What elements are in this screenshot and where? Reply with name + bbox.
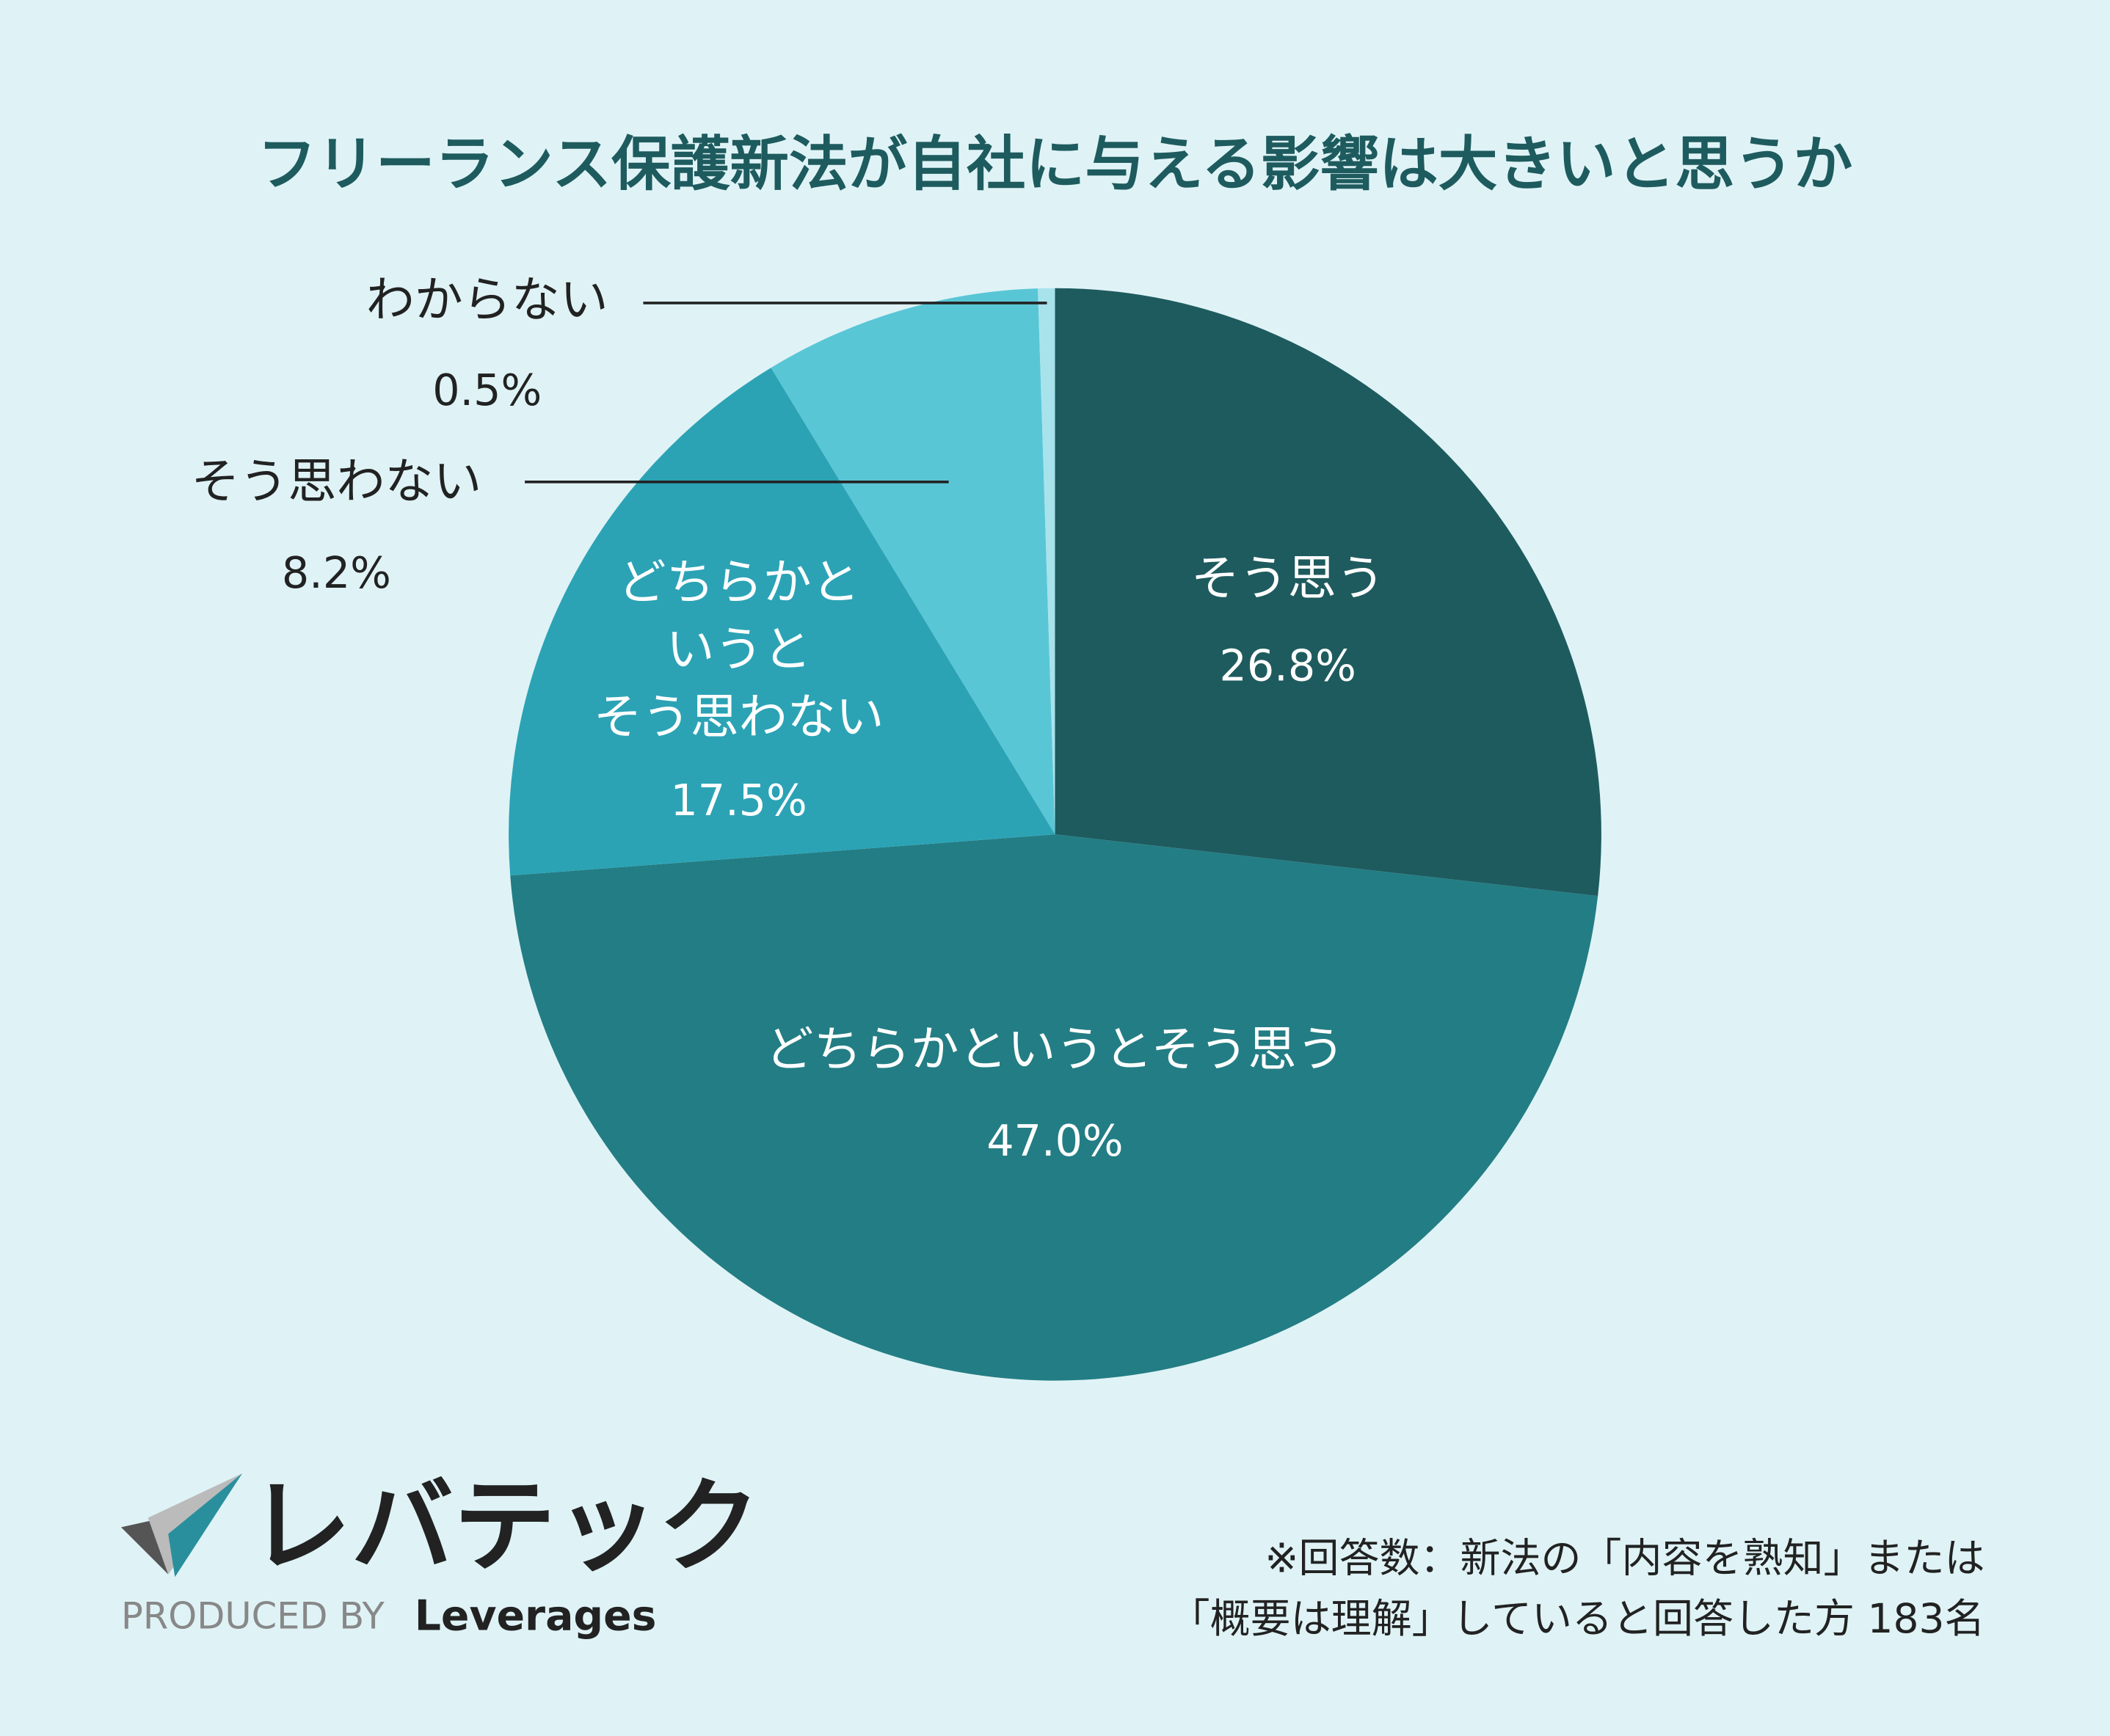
- value-label: 8.2%: [282, 548, 391, 598]
- value-label: 26.8%: [1220, 641, 1356, 691]
- pie: [509, 288, 1601, 1381]
- slice-label: わからない: [366, 271, 608, 328]
- slice-label: そう思わない: [191, 453, 481, 510]
- slice-label: どちらかというとそう思う: [765, 1021, 1345, 1077]
- logo-name: レバテック: [249, 1467, 760, 1586]
- pie-slice: [1055, 288, 1601, 897]
- value-label: 17.5%: [670, 776, 807, 825]
- pie-slice: [1038, 288, 1055, 835]
- pie-slice: [510, 834, 1598, 1381]
- logo-shape: [168, 1473, 243, 1578]
- pie-slice: [509, 368, 1055, 876]
- note: ※回答数：新法の「内容を熟知」または: [1265, 1534, 1985, 1581]
- pie-slice: [771, 288, 1055, 835]
- slice-label: そう思う: [1191, 550, 1385, 607]
- note: 「概要は理解」していると回答した方 183名: [1170, 1595, 1985, 1642]
- value-label: 0.5%: [432, 365, 542, 415]
- slice-label: どちらかというとそう思わない: [594, 554, 884, 745]
- value-label: 47.0%: [986, 1116, 1123, 1166]
- chart-title: フリーランス保護新法が自社に与える影響は大きいと思うか: [258, 131, 1853, 200]
- logo-company: Leverages: [415, 1592, 657, 1641]
- logo: レバテック PRODUCED BY Leverages: [121, 1467, 760, 1641]
- logo-produced: PRODUCED BY: [121, 1595, 385, 1638]
